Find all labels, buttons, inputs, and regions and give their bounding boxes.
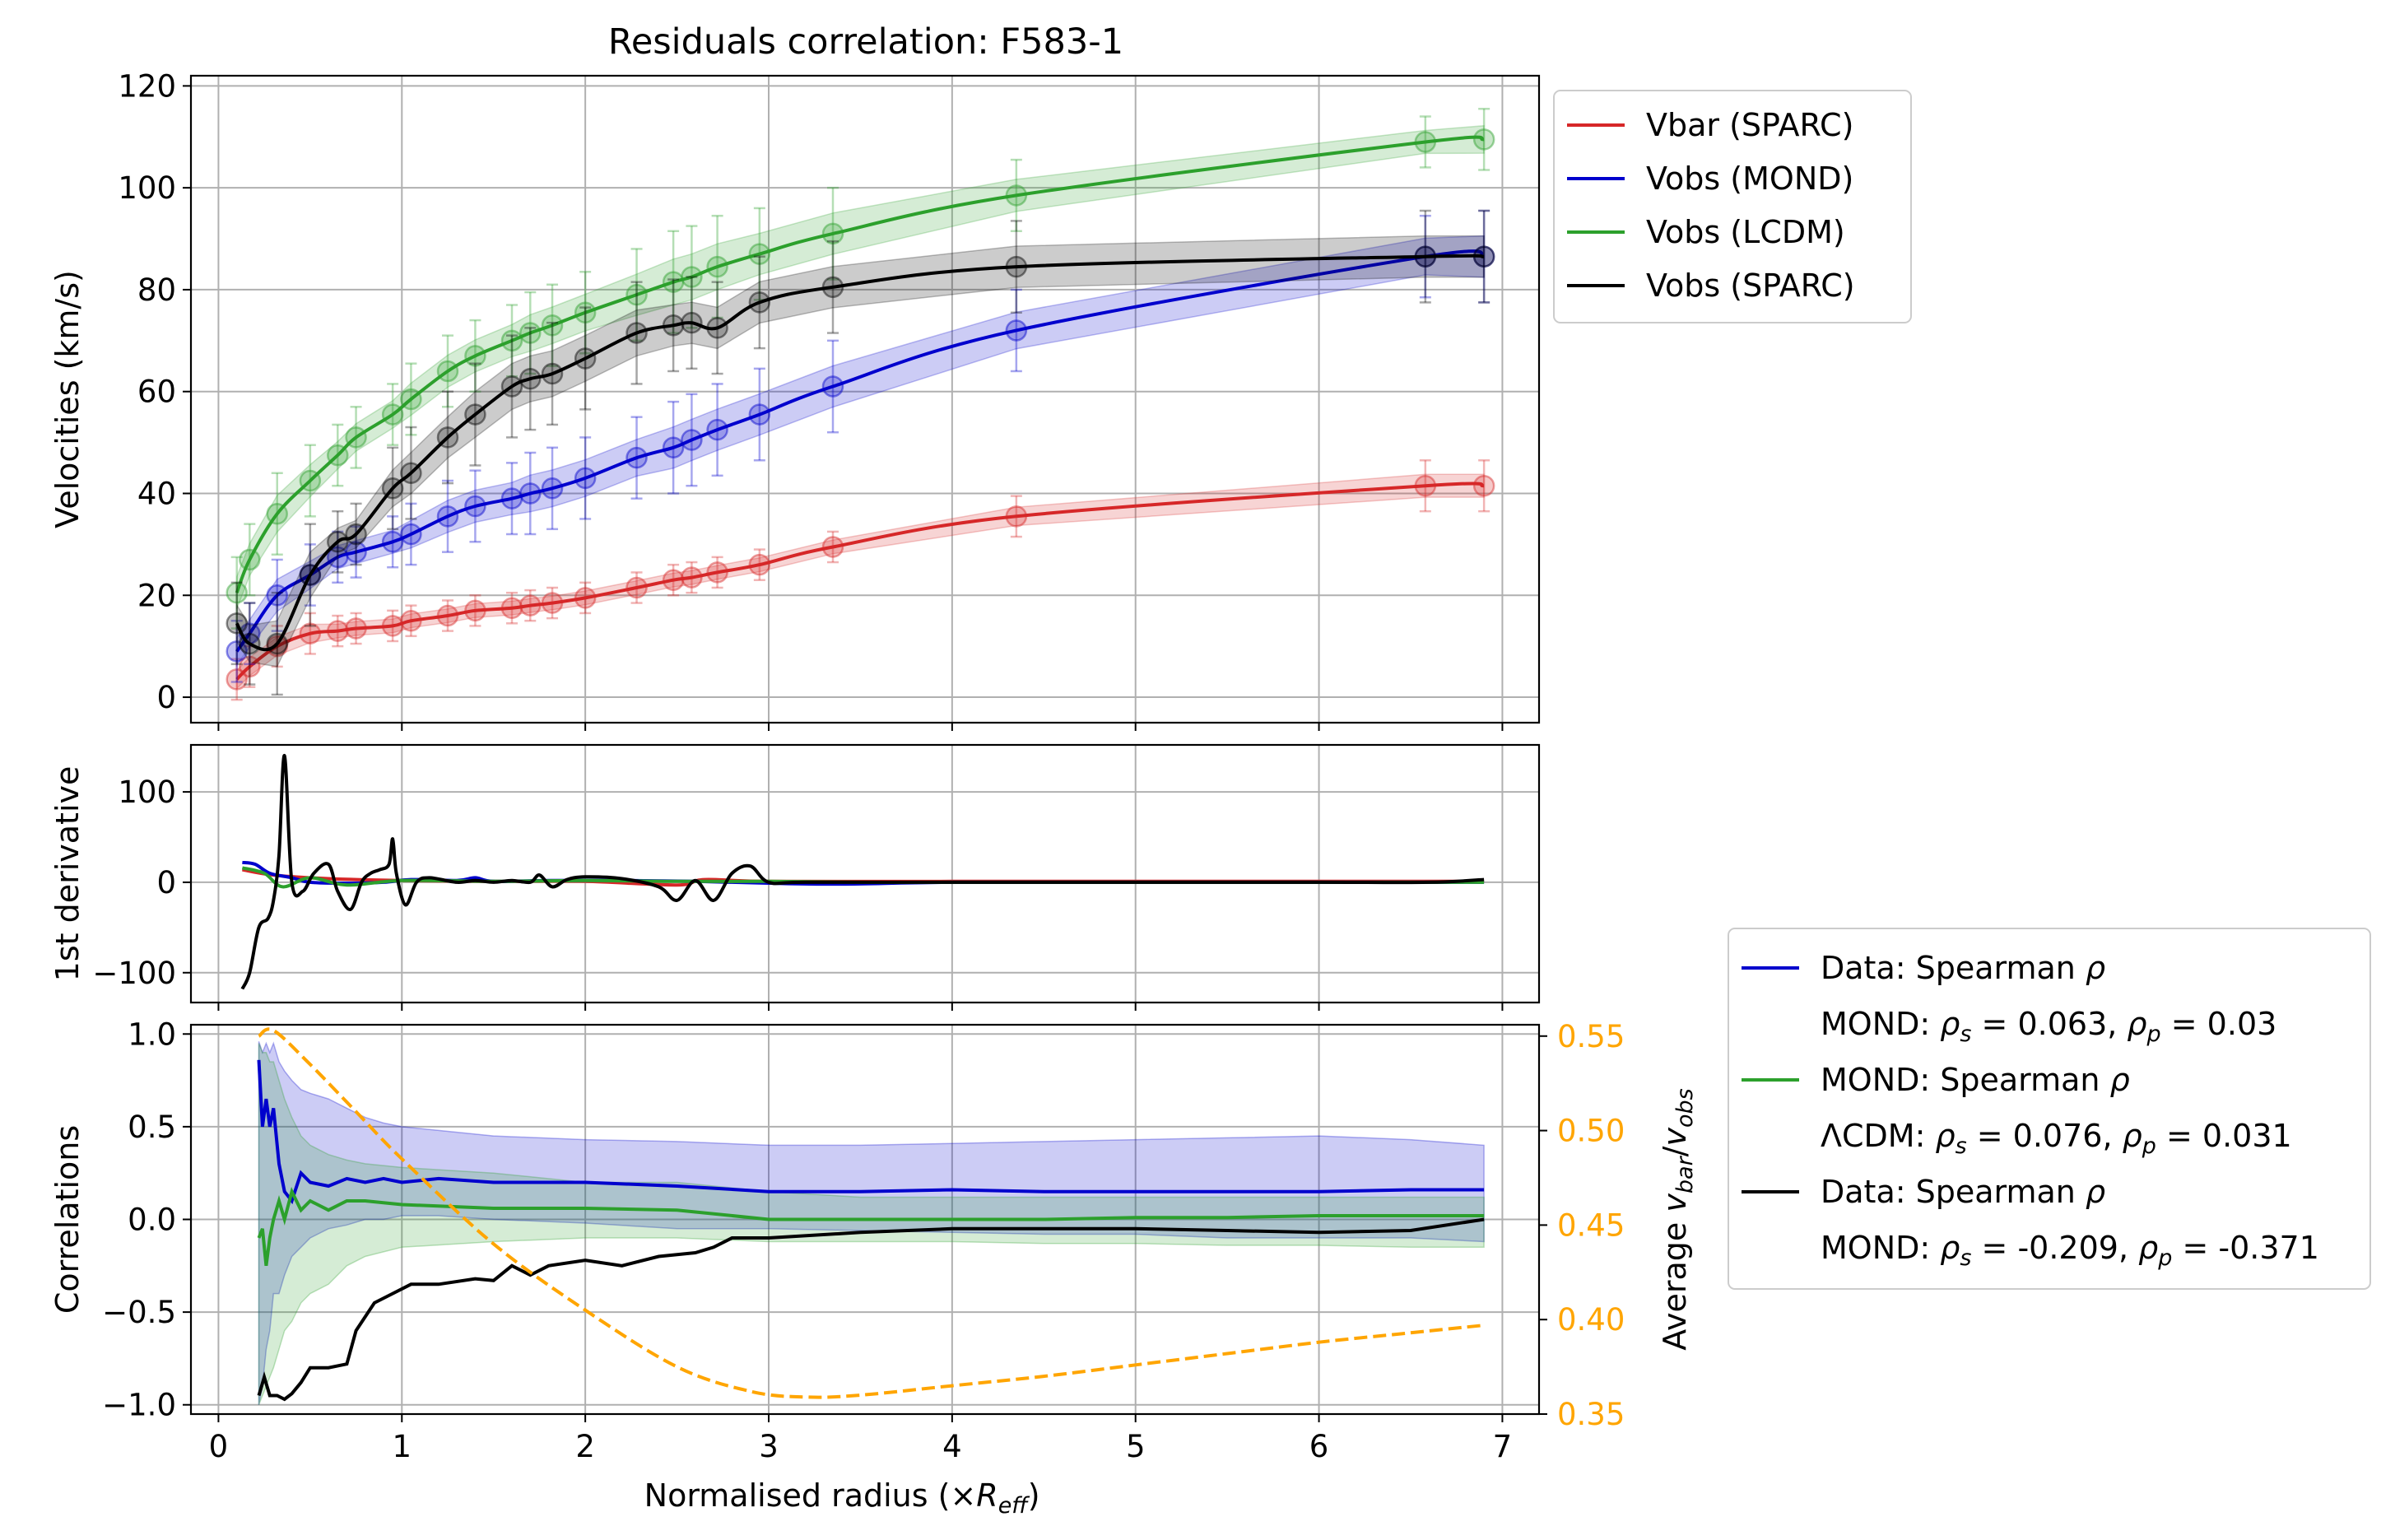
data-point xyxy=(1472,128,1495,151)
derivative-panel: −100 0 100 1st derivative xyxy=(49,743,1541,1011)
velocity-line xyxy=(235,254,1485,652)
legend-stats: ΛCDM: ρs = 0.076, ρp = 0.031 xyxy=(1821,1118,2292,1159)
legend-stats: MOND: ρs = 0.063, ρp = 0.03 xyxy=(1821,1006,2276,1047)
legend-label: Vobs (SPARC) xyxy=(1646,268,1855,304)
velocity-plot-area xyxy=(226,107,1495,701)
y-tick-label: 60 xyxy=(137,375,176,410)
correlation-line xyxy=(257,1217,1485,1402)
correlation-band xyxy=(258,1043,1485,1405)
legend-velocities: Vbar (SPARC) Vobs (MOND) Vobs (LCDM) Vobs (… xyxy=(1553,90,1912,323)
y2-tick-label: 0.55 xyxy=(1557,1019,1625,1054)
x-tick-label: 6 xyxy=(1309,1429,1329,1464)
velocity-band xyxy=(235,124,1485,609)
y2-tick-label: 0.45 xyxy=(1557,1207,1625,1243)
velocity-panel: 0 20 40 60 80 100 120 Velocities (km/s) xyxy=(49,68,1541,731)
x-tick-label: 4 xyxy=(942,1429,962,1464)
x-axis: 0 1 2 3 4 5 6 7 Normalised radius (×Reff) xyxy=(209,1429,1513,1519)
panel-frame xyxy=(189,74,1541,724)
y-tick-label: 1.0 xyxy=(128,1017,176,1052)
x-tick-label: 5 xyxy=(1126,1429,1146,1464)
legend-box xyxy=(1553,90,1912,323)
y-tick-label: 0.5 xyxy=(128,1110,176,1145)
correlation-panel: −1.0 −0.5 0.0 0.5 1.0 Correlations 0.35 0.40 0.4… xyxy=(49,1017,1698,1432)
y-tick-label: 120 xyxy=(118,68,176,104)
ratio-line xyxy=(258,1027,1485,1399)
y-tick-label: 80 xyxy=(137,272,176,308)
y-tick-label: 0 xyxy=(156,865,176,900)
velocity-line xyxy=(235,482,1485,681)
legend-box xyxy=(1728,928,2371,1290)
correlation-line xyxy=(257,1187,1485,1267)
y-tick-label: 100 xyxy=(118,775,176,810)
legend-label: Data: Spearman ρ xyxy=(1821,950,2105,986)
x-tick-label: 7 xyxy=(1493,1429,1513,1464)
x-tick-label: 0 xyxy=(209,1429,229,1464)
velocity-band xyxy=(235,235,1485,668)
chart-title: Residuals correlation: F583-1 xyxy=(608,21,1123,63)
y-axis-label: 1st derivative xyxy=(49,766,86,982)
x-axis-label: Normalised radius (×Reff) xyxy=(644,1477,1040,1519)
legend-label: Vobs (MOND) xyxy=(1646,161,1853,197)
y-axis-label: Velocities (km/s) xyxy=(49,270,86,528)
y-tick-label: −100 xyxy=(92,956,176,991)
y-tick-label: 40 xyxy=(137,476,176,511)
legend-label: Vobs (LCDM) xyxy=(1646,214,1845,250)
y-tick-label: −1.0 xyxy=(102,1388,176,1423)
correlation-band xyxy=(258,1041,1485,1405)
x-tick-label: 2 xyxy=(575,1429,595,1464)
y-tick-label: 20 xyxy=(137,578,176,613)
velocity-line xyxy=(235,249,1485,653)
y2-tick-label: 0.35 xyxy=(1557,1397,1625,1432)
y-tick-label: 100 xyxy=(118,170,176,206)
x-tick-label: 3 xyxy=(759,1429,779,1464)
velocity-band xyxy=(235,235,1485,668)
legend-stats: MOND: ρs = -0.209, ρp = -0.371 xyxy=(1821,1230,2319,1271)
y-tick-label: −0.5 xyxy=(102,1295,176,1330)
legend-label: Data: Spearman ρ xyxy=(1821,1174,2105,1210)
y-axis-label: Correlations xyxy=(49,1125,86,1314)
y2-axis-label: Average vbar/vobs xyxy=(1657,1088,1698,1350)
y-tick-label: 0 xyxy=(156,680,176,715)
velocity-band xyxy=(235,473,1485,691)
correlation-line xyxy=(257,1059,1485,1205)
legend-label: Vbar (SPARC) xyxy=(1646,107,1853,143)
x-tick-label: 1 xyxy=(393,1429,412,1464)
panel-frame xyxy=(189,743,1541,1004)
derivative-line xyxy=(240,754,1485,990)
y2-tick-label: 0.50 xyxy=(1557,1114,1625,1149)
panel-frame xyxy=(189,1023,1541,1416)
legend-label: MOND: Spearman ρ xyxy=(1821,1062,2130,1098)
y2-tick-label: 0.40 xyxy=(1557,1302,1625,1338)
y-tick-label: 0.0 xyxy=(128,1203,176,1238)
velocity-line xyxy=(235,135,1485,593)
data-point xyxy=(1472,474,1495,497)
legend-correlations: Data: Spearman ρ MOND: ρs = 0.063, ρp = 0… xyxy=(1728,928,2371,1290)
